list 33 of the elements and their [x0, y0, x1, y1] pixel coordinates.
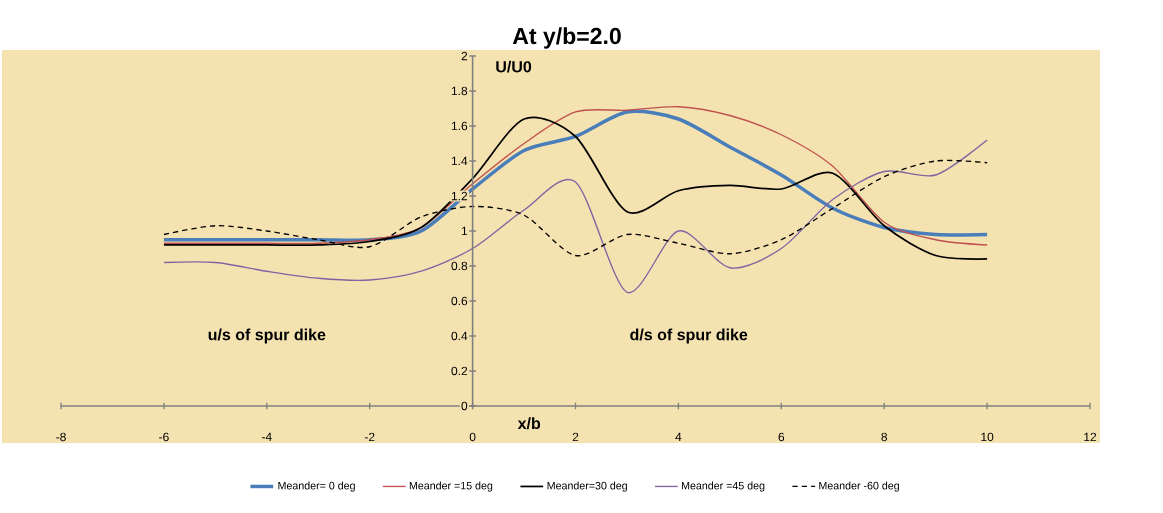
legend-label: Meander -60 deg	[819, 481, 899, 492]
y-tick-label: 1	[461, 226, 468, 236]
y-tick-label: 0.4	[451, 331, 468, 341]
chart-title: At y/b=2.0	[512, 27, 621, 49]
y-tick-label: 1.6	[451, 121, 468, 131]
x-axis-title: x/b	[517, 417, 541, 430]
legend-label: Meander =45 deg	[681, 481, 765, 492]
x-tick-label: 10	[981, 432, 994, 442]
x-tick-label: 8	[881, 432, 888, 442]
y-tick-label: 1.4	[451, 156, 468, 166]
y-tick-label: 0.2	[451, 366, 468, 376]
x-tick-label: -4	[262, 432, 272, 441]
x-tick-label: 0	[469, 432, 476, 442]
y-tick-label: 0.6	[451, 296, 468, 306]
x-tick-label: 4	[675, 432, 682, 441]
legend-label: Meander =15 deg	[409, 481, 493, 492]
y-tick-label: 0	[461, 401, 468, 411]
legend-label: Meander= 0 deg	[278, 481, 355, 492]
y-tick-label: 2	[461, 51, 468, 61]
y-tick-label: 1.8	[451, 86, 468, 96]
x-tick-label: -8	[56, 432, 66, 442]
line-series	[163, 139, 988, 293]
y-axis-title: U/U0	[496, 60, 532, 73]
x-tick-label: -6	[159, 432, 169, 442]
legend-label: Meander=30 deg	[547, 481, 627, 492]
y-tick-label: 1.2	[451, 191, 468, 201]
x-tick-label: 6	[778, 432, 785, 442]
x-tick-label: 12	[1084, 432, 1097, 442]
x-tick-label: 2	[572, 432, 579, 442]
annotation: u/s of spur dike	[208, 328, 326, 344]
x-tick-label: -2	[364, 432, 375, 442]
annotation: d/s of spur dike	[630, 328, 748, 344]
y-tick-label: 0.8	[451, 261, 468, 271]
